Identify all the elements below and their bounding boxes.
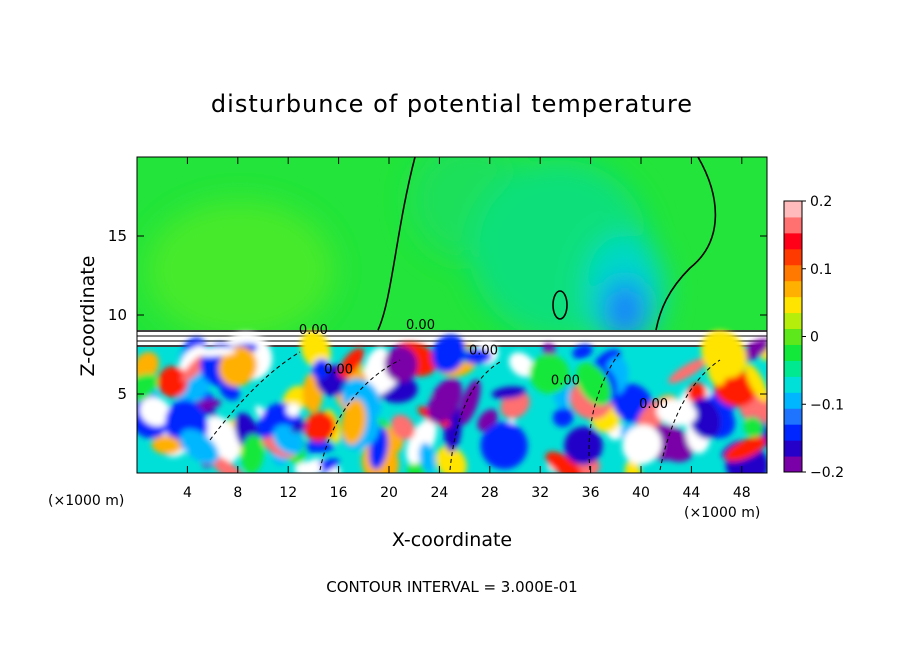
turbulent-layer xyxy=(137,330,767,473)
colorbar-swatch xyxy=(784,440,802,457)
contour-label: 0.00 xyxy=(551,374,580,389)
contour-label: 0.00 xyxy=(299,323,328,338)
x-axis: 4 8 12 16 20 24 28 32 36 40 44 48 xyxy=(183,157,751,501)
x-axis-label: X-coordinate xyxy=(392,529,512,551)
x-tick-label: 16 xyxy=(330,485,348,501)
x-unit-left: (×1000 m) xyxy=(48,493,124,509)
x-tick-label: 32 xyxy=(531,485,549,501)
x-tick-label: 36 xyxy=(582,485,600,501)
contour-label: 0.00 xyxy=(639,397,668,412)
y-tick-label: 5 xyxy=(117,385,127,403)
x-tick-label: 48 xyxy=(733,485,751,501)
colorbar-tick-label: −0.1 xyxy=(810,397,844,413)
contour-label: 0.00 xyxy=(324,362,353,377)
y-tick-label: 15 xyxy=(108,227,127,245)
y-tick-label: 10 xyxy=(108,306,127,324)
colorbar: 0.2 0.1 0 −0.1 −0.2 xyxy=(783,194,844,481)
colorbar-swatch xyxy=(784,296,802,314)
x-tick-label: 12 xyxy=(279,485,297,501)
colorbar-swatch xyxy=(784,392,802,409)
colorbar-swatch xyxy=(784,360,802,377)
colorbar-swatch xyxy=(784,328,802,345)
colorbar-swatch xyxy=(784,408,802,425)
upper-field-shading xyxy=(145,157,665,345)
colorbar-tick-label: 0.2 xyxy=(810,194,832,210)
colorbar-swatch xyxy=(784,232,802,250)
contour-labels: 0.00 0.00 0.00 0.00 0.00 0.00 xyxy=(299,318,668,412)
contour-label: 0.00 xyxy=(469,344,498,359)
zero-contour xyxy=(377,157,717,331)
x-tick-label: 8 xyxy=(233,485,242,501)
colorbar-swatch xyxy=(784,456,802,473)
x-tick-label: 20 xyxy=(380,485,398,501)
colorbar-swatch xyxy=(784,424,802,441)
chart-title: disturbunce of potential temperature xyxy=(211,90,693,118)
x-tick-label: 44 xyxy=(682,485,700,501)
colorbar-tick-label: 0 xyxy=(810,330,819,346)
x-tick-label: 4 xyxy=(183,485,192,501)
x-unit-right: (×1000 m) xyxy=(684,505,760,521)
colorbar-swatch xyxy=(784,216,802,234)
y-axis: 5 10 15 xyxy=(108,227,767,403)
colorbar-tick-label: −0.2 xyxy=(810,465,844,481)
colorbar-swatch xyxy=(784,376,802,393)
colorbar-swatch xyxy=(784,312,802,330)
x-tick-label: 24 xyxy=(430,485,448,501)
colorbar-tick-label: 0.1 xyxy=(810,262,832,278)
colorbar-swatch xyxy=(784,201,802,218)
colorbar-swatch xyxy=(784,280,802,298)
colorbar-swatch xyxy=(784,264,802,282)
x-tick-label: 28 xyxy=(481,485,499,501)
contour-interval: CONTOUR INTERVAL = 3.000E-01 xyxy=(326,578,577,596)
x-tick-label: 40 xyxy=(632,485,650,501)
contour-label: 0.00 xyxy=(406,318,435,333)
y-axis-label: Z-coordinate xyxy=(77,256,99,377)
plot-area xyxy=(137,157,767,473)
colorbar-swatch xyxy=(784,248,802,266)
colorbar-swatch xyxy=(784,344,802,361)
